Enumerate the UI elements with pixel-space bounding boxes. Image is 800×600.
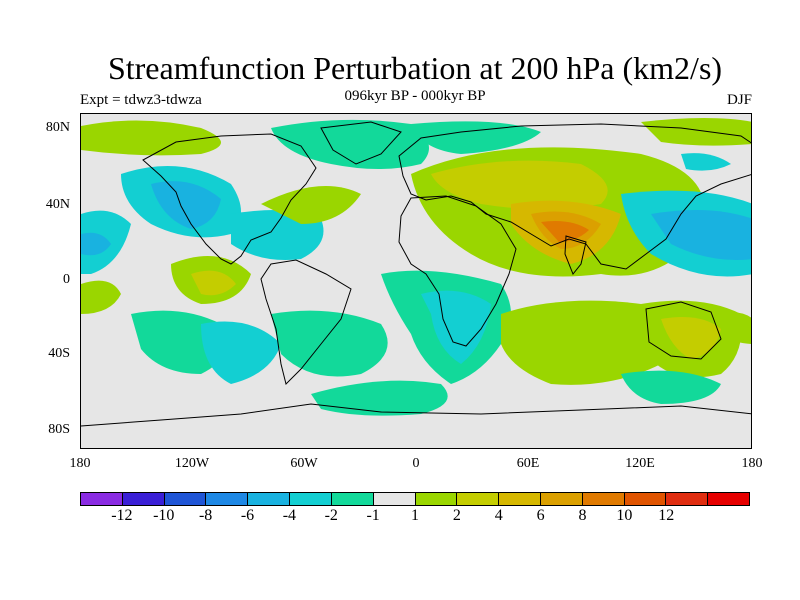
contour-region xyxy=(741,122,751,142)
contour-region xyxy=(541,221,589,242)
contour-region xyxy=(261,186,361,224)
lat-label-80n: 80N xyxy=(45,120,70,135)
colorbar-box xyxy=(540,493,583,505)
lon-label-120w: 120W xyxy=(174,456,210,471)
coastlines xyxy=(81,121,751,427)
colorbar-label: 10 xyxy=(616,507,633,524)
colorbar-label: 4 xyxy=(494,507,503,524)
map-svg xyxy=(81,118,751,427)
colorbar-box xyxy=(624,493,667,505)
colorbar-box xyxy=(457,493,500,505)
contour-region xyxy=(641,118,751,146)
contour-region xyxy=(191,270,236,296)
contour-region xyxy=(271,119,429,169)
lat-label-40n: 40N xyxy=(45,197,70,212)
contour-region xyxy=(271,310,388,377)
colorbar-box xyxy=(373,493,416,505)
colorbar-box xyxy=(499,493,541,505)
map-title: Streamfunction Perturbation at 200 hPa (… xyxy=(107,50,723,86)
lon-label-120e: 120E xyxy=(625,456,655,471)
colorbar-box xyxy=(331,493,374,505)
contour-region xyxy=(81,232,111,256)
colorbar-box xyxy=(666,493,709,505)
colorbar-label: -12 xyxy=(111,507,133,524)
lat-label-80s: 80S xyxy=(48,422,70,437)
colorbar-box xyxy=(164,493,207,505)
contour-region xyxy=(501,300,668,385)
contour-region xyxy=(621,370,721,404)
colorbar-label: -6 xyxy=(240,507,255,524)
contour-region xyxy=(721,312,751,344)
contour-region xyxy=(411,121,541,154)
colorbar-label: 12 xyxy=(658,507,675,524)
contour-region xyxy=(81,280,121,314)
colorbar-box xyxy=(582,493,625,505)
colorbar-box xyxy=(290,493,332,505)
contour-region xyxy=(311,380,448,416)
experiment-label: Expt = tdwz3-tdwza xyxy=(80,92,202,108)
colorbar-label: -8 xyxy=(198,507,213,524)
colorbar-box xyxy=(206,493,249,505)
contour-region xyxy=(661,316,721,359)
contour-region xyxy=(681,153,731,171)
colorbar-label: -4 xyxy=(282,507,297,524)
lon-label-180e: 180 xyxy=(741,456,763,471)
colorbar-label: 8 xyxy=(578,507,587,524)
contour-region xyxy=(151,181,221,229)
lon-label-60w: 60W xyxy=(290,456,318,471)
colorbar-label: -2 xyxy=(324,507,338,524)
colorbar-box xyxy=(415,493,458,505)
colorbar-label: 2 xyxy=(452,507,461,524)
lat-label-40s: 40S xyxy=(48,346,70,361)
colorbar xyxy=(80,492,750,506)
lon-label-60e: 60E xyxy=(516,456,540,471)
lon-label-0: 0 xyxy=(412,456,420,471)
season-label: DJF xyxy=(726,92,752,108)
colorbar-box xyxy=(81,493,123,505)
colorbar-label: 1 xyxy=(411,507,419,524)
map-plot-area xyxy=(80,113,752,449)
colorbar-box xyxy=(708,493,749,505)
period-label: 096kyr BP - 000kyr BP xyxy=(344,88,486,104)
lat-label-0: 0 xyxy=(63,272,70,287)
contour-region xyxy=(421,290,491,364)
colorbar-label: -10 xyxy=(153,507,175,524)
colorbar-box xyxy=(122,493,165,505)
colorbar-label: 6 xyxy=(536,507,545,524)
lon-label-180w: 180 xyxy=(69,456,91,471)
contour-region xyxy=(431,160,608,209)
contour-region xyxy=(201,321,281,384)
contour-region xyxy=(81,120,221,156)
colorbar-label: -1 xyxy=(366,507,380,524)
colorbar-box xyxy=(248,493,291,505)
